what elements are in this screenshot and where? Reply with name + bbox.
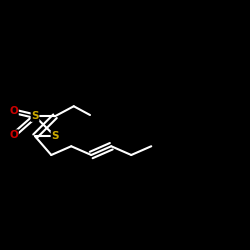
Text: S: S bbox=[51, 131, 59, 141]
Text: O: O bbox=[10, 106, 18, 116]
Text: S: S bbox=[31, 111, 39, 121]
Text: O: O bbox=[10, 130, 18, 140]
